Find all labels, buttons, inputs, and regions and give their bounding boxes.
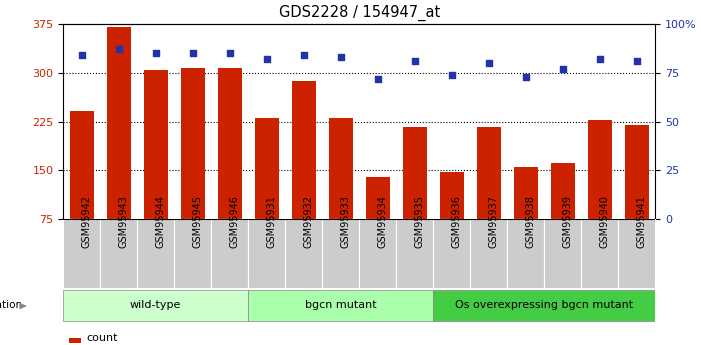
Bar	[285, 219, 322, 288]
Bar	[63, 219, 100, 288]
Bar	[211, 219, 248, 288]
Point	[483, 60, 494, 66]
Point	[76, 52, 87, 58]
Text: GSM95941: GSM95941	[637, 195, 647, 248]
Point	[335, 55, 346, 60]
Bar	[551, 162, 575, 219]
Bar	[329, 118, 353, 219]
Text: GSM95936: GSM95936	[452, 195, 462, 248]
Text: wild-type: wild-type	[130, 300, 182, 310]
Text: GSM95945: GSM95945	[193, 195, 203, 248]
Point	[261, 57, 272, 62]
Point	[520, 74, 531, 80]
Text: count: count	[87, 333, 118, 343]
Bar	[433, 219, 470, 288]
Text: GSM95931: GSM95931	[266, 195, 277, 248]
Bar	[433, 290, 655, 321]
Text: GSM95932: GSM95932	[304, 195, 314, 248]
Bar	[63, 290, 248, 321]
Text: GSM95943: GSM95943	[118, 195, 128, 248]
Bar	[292, 81, 315, 219]
Text: Os overexpressing bgcn mutant: Os overexpressing bgcn mutant	[456, 300, 634, 310]
Bar	[254, 118, 279, 219]
Text: bgcn mutant: bgcn mutant	[305, 300, 376, 310]
Title: GDS2228 / 154947_at: GDS2228 / 154947_at	[278, 5, 440, 21]
Bar	[359, 219, 396, 288]
Bar	[217, 68, 242, 219]
Text: genotype/variation: genotype/variation	[0, 300, 22, 309]
Bar	[248, 219, 285, 288]
Text: GSM95940: GSM95940	[600, 195, 610, 248]
Bar	[618, 219, 655, 288]
Point	[187, 51, 198, 56]
Point	[632, 58, 643, 64]
Bar	[248, 290, 433, 321]
Bar	[107, 27, 130, 219]
Text: GSM95937: GSM95937	[489, 195, 499, 248]
Text: GSM95933: GSM95933	[341, 195, 350, 248]
Point	[447, 72, 458, 78]
Bar	[69, 338, 81, 343]
Point	[150, 51, 161, 56]
Bar	[396, 219, 433, 288]
Point	[594, 57, 606, 62]
Bar	[137, 219, 174, 288]
Bar	[545, 219, 581, 288]
Bar	[514, 167, 538, 219]
Bar	[69, 110, 94, 219]
Bar	[322, 219, 359, 288]
Bar	[174, 219, 211, 288]
Text: GSM95942: GSM95942	[81, 195, 92, 248]
Bar	[477, 127, 501, 219]
Text: GSM95946: GSM95946	[230, 195, 240, 248]
Bar	[470, 219, 508, 288]
Bar	[366, 177, 390, 219]
Text: GSM95934: GSM95934	[378, 195, 388, 248]
Text: GSM95944: GSM95944	[156, 195, 165, 248]
Point	[298, 52, 309, 58]
Bar	[100, 219, 137, 288]
Bar	[581, 219, 618, 288]
Bar	[144, 70, 168, 219]
Bar	[508, 219, 545, 288]
Bar	[440, 172, 464, 219]
Point	[557, 66, 569, 72]
Point	[224, 51, 236, 56]
Bar	[588, 120, 612, 219]
Bar	[625, 125, 649, 219]
Text: GSM95938: GSM95938	[526, 195, 536, 248]
Text: GSM95935: GSM95935	[415, 195, 425, 248]
Bar	[181, 68, 205, 219]
Point	[409, 58, 421, 64]
Text: GSM95939: GSM95939	[563, 195, 573, 248]
Point	[372, 76, 383, 81]
Point	[113, 47, 124, 52]
Bar	[403, 127, 427, 219]
